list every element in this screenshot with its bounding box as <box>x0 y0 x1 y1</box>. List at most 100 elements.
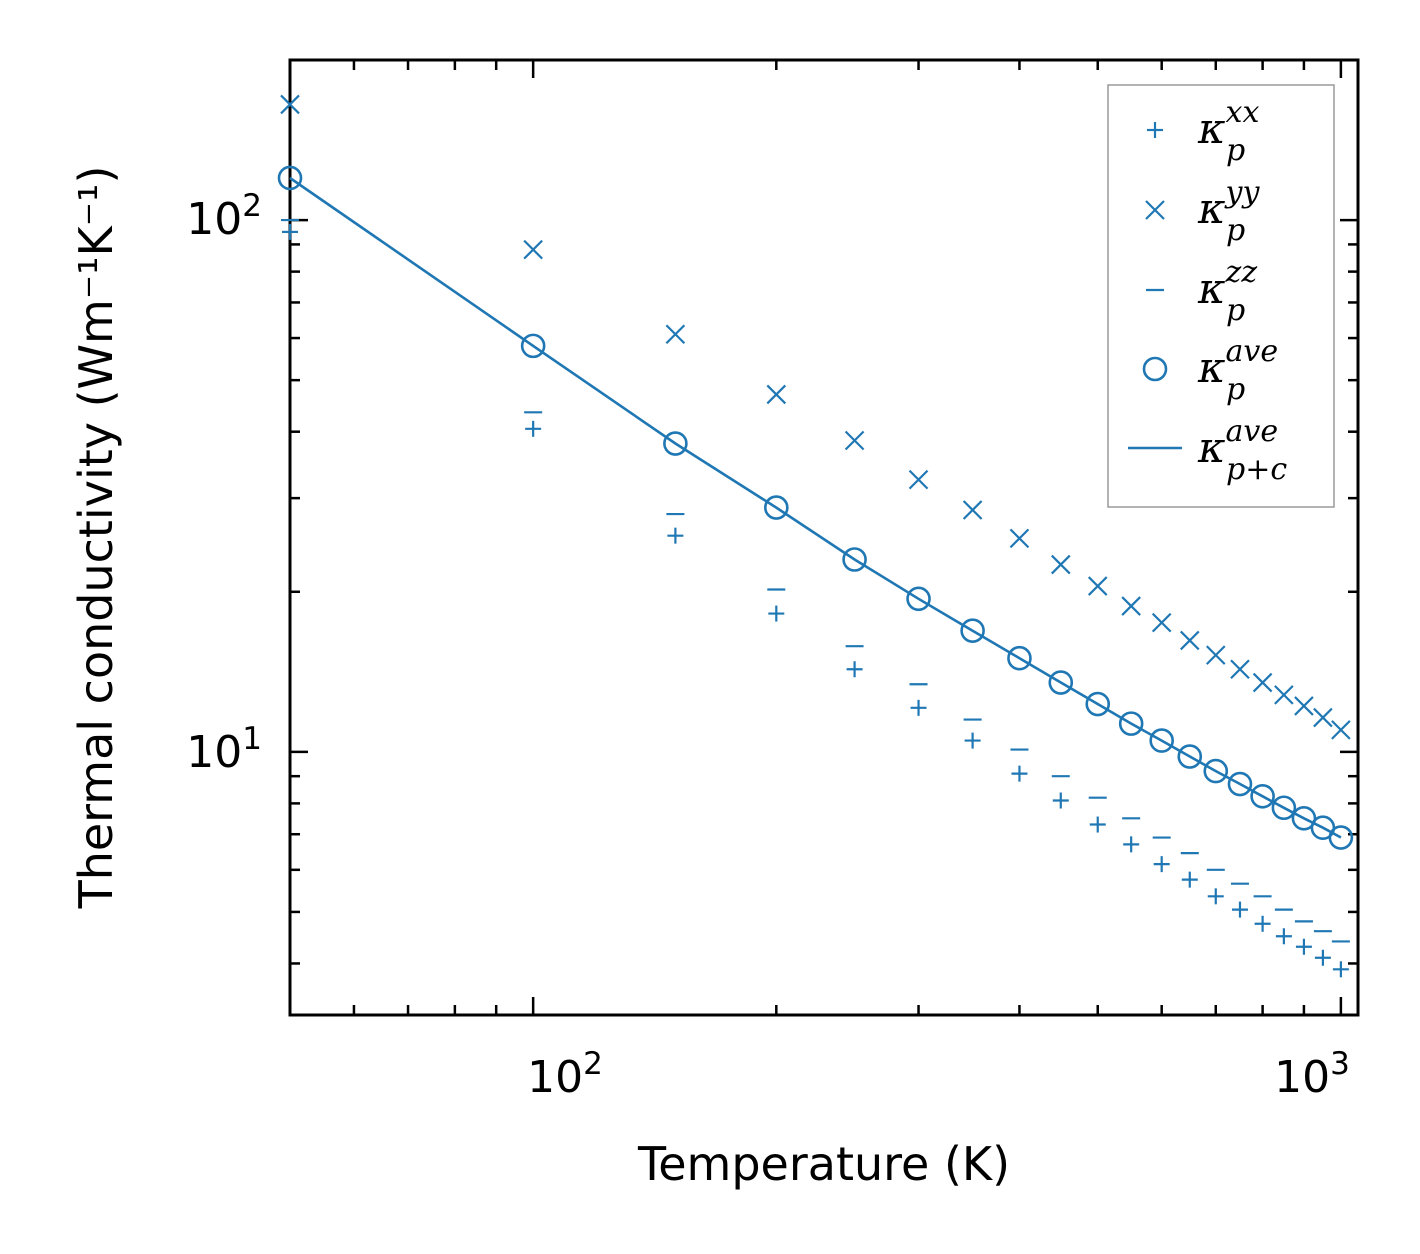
data-point-kyy-300 <box>908 469 929 490</box>
data-point-kxx-350 <box>964 732 981 749</box>
data-point-kave-900 <box>1291 805 1317 831</box>
data-point-kave-550 <box>1118 711 1144 736</box>
data-point-kyy-100 <box>523 239 543 260</box>
data-point-kyy-950 <box>1313 707 1333 728</box>
data-point-kyy-300-b <box>908 469 929 490</box>
data-point-kxx-100 <box>525 420 542 437</box>
axis-ticks <box>290 58 1358 1015</box>
data-point-kyy-100-b <box>523 239 543 260</box>
data-point-kxx-150 <box>667 527 684 544</box>
legend-label-kave: κave p <box>1197 334 1278 407</box>
data-point-kxx-800 <box>1254 915 1271 932</box>
legend-marker-kyy <box>1145 200 1165 220</box>
data-point-kyy-500 <box>1087 576 1108 596</box>
data-point-kyy-600-b <box>1151 612 1172 633</box>
legend-marker-kave <box>1142 356 1168 382</box>
data-point-kxx-450 <box>1052 792 1069 809</box>
data-point-kyy-50 <box>280 94 300 115</box>
legend-markers <box>1128 122 1182 450</box>
data-point-kyy-650 <box>1179 630 1200 651</box>
data-point-kyy-400-b <box>1009 528 1030 549</box>
data-point-kxx-50 <box>282 223 298 240</box>
data-point-kyy-1000 <box>1331 720 1351 740</box>
plot-area-frame <box>288 58 1360 1017</box>
data-point-kxx-250 <box>846 661 863 678</box>
data-point-kyy-150-b <box>665 324 686 345</box>
x-tick-label-100: 102 <box>527 1046 603 1103</box>
data-point-kave-50 <box>277 165 303 191</box>
data-point-kyy-800-b <box>1252 672 1273 693</box>
data-point-kyy-200-b <box>766 384 787 405</box>
data-point-kyy-350 <box>962 500 983 520</box>
data-point-kxx-400 <box>1011 765 1028 782</box>
legend-marker-kyy-b <box>1145 200 1165 220</box>
data-point-kxx-900 <box>1295 938 1312 955</box>
data-point-kyy-550 <box>1121 596 1141 616</box>
data-point-kave-500 <box>1085 691 1111 717</box>
data-point-kave-300 <box>906 586 931 612</box>
data-point-kyy-550-b <box>1121 596 1141 616</box>
x-tick-label-1000: 103 <box>1274 1046 1350 1103</box>
series-kave <box>277 165 1354 850</box>
data-point-kxx-600 <box>1153 856 1170 873</box>
series-layer <box>277 94 1354 978</box>
data-point-kyy-850 <box>1274 685 1294 705</box>
data-point-kyy-900 <box>1294 696 1314 716</box>
data-point-kxx-500 <box>1089 816 1106 833</box>
data-point-kyy-900-b <box>1294 696 1314 716</box>
data-point-kyy-450 <box>1050 554 1071 575</box>
series-line-kave_pc <box>289 176 1342 839</box>
legend-label-kave-pc: κave p+c <box>1197 414 1287 487</box>
data-point-kave-200 <box>764 495 789 520</box>
y-tick-label-100: 102 <box>186 188 262 245</box>
data-point-kave-250 <box>842 547 867 572</box>
data-point-kxx-200 <box>768 605 785 622</box>
legend-marker-kxx <box>1147 122 1163 138</box>
data-point-kyy-700 <box>1205 645 1226 665</box>
data-point-kxx-300 <box>910 699 927 716</box>
data-point-kave-750 <box>1227 771 1253 797</box>
data-point-kyy-850-b <box>1274 685 1294 705</box>
legend-label-kxx: κxx p <box>1197 95 1259 168</box>
data-point-kxx-650 <box>1181 871 1198 888</box>
data-point-kave-150 <box>663 431 688 456</box>
data-point-kxx-750 <box>1231 901 1248 918</box>
data-point-kave-1000 <box>1328 825 1354 850</box>
data-point-kave-800 <box>1250 783 1275 809</box>
data-point-kxx-1000 <box>1332 961 1349 978</box>
y-tick-label-10: 101 <box>186 721 262 778</box>
data-point-kyy-50-b <box>280 94 300 115</box>
x-axis-title: Temperature (K) <box>637 1137 1010 1191</box>
data-point-kyy-450-b <box>1050 554 1071 575</box>
data-point-kyy-650-b <box>1179 630 1200 651</box>
data-point-kyy-500-b <box>1087 576 1108 596</box>
data-point-kyy-950-b <box>1313 707 1333 728</box>
legend-label-kyy: κyy p <box>1197 175 1260 248</box>
data-point-kave-100 <box>520 333 546 359</box>
data-point-kave-650 <box>1177 744 1203 769</box>
data-point-kyy-250 <box>844 430 865 451</box>
data-point-kxx-550 <box>1123 836 1140 853</box>
data-point-kxx-700 <box>1207 888 1224 905</box>
y-axis-title: Thermal conductivity (Wm⁻¹K⁻¹) <box>69 166 123 910</box>
series-kzz <box>281 218 1350 943</box>
legend-box <box>1107 84 1335 508</box>
data-point-kyy-600 <box>1151 612 1172 633</box>
series-kave_pc <box>289 176 1342 839</box>
data-point-kave-400 <box>1007 645 1032 671</box>
data-point-kyy-250-b <box>844 430 865 451</box>
data-point-kyy-750-b <box>1230 659 1250 680</box>
data-point-kyy-350-b <box>962 500 983 520</box>
data-point-kxx-850 <box>1275 928 1292 945</box>
data-point-kave-350 <box>960 618 985 643</box>
data-point-kave-700 <box>1203 758 1229 784</box>
series-kxx <box>282 223 1349 978</box>
data-point-kyy-700-b <box>1205 645 1226 665</box>
data-point-kyy-150 <box>665 324 686 345</box>
data-point-kxx-950 <box>1314 949 1331 966</box>
data-point-kyy-1000-b <box>1331 720 1351 740</box>
data-point-kave-450 <box>1048 670 1074 695</box>
series-kyy <box>280 94 1351 740</box>
data-point-kyy-200 <box>766 384 787 405</box>
